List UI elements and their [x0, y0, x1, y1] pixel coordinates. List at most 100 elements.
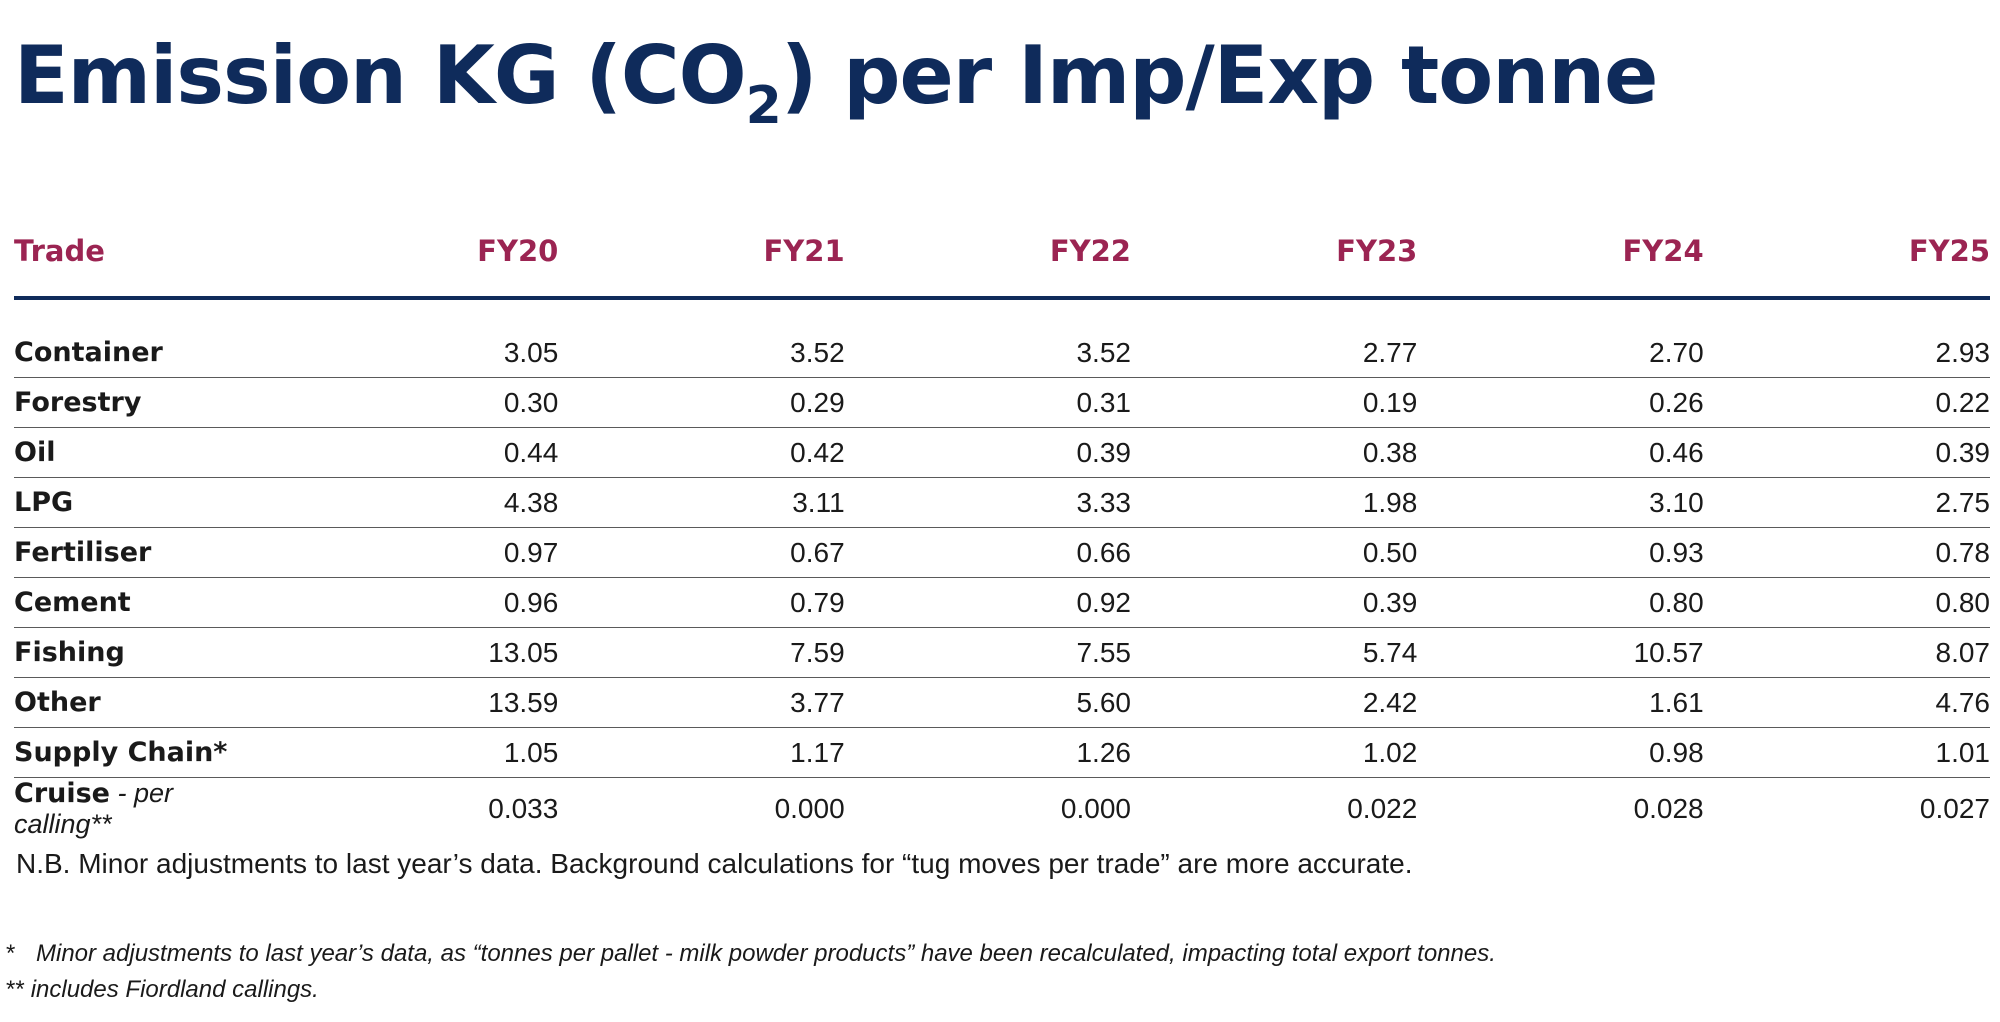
- table-row: Other 13.59 3.77 5.60 2.42 1.61 4.76: [14, 677, 1990, 728]
- value-cell: 4.38: [272, 477, 559, 528]
- value-cell: 0.000: [1060, 793, 1131, 824]
- value-cell: 0.50: [1130, 527, 1418, 578]
- value-cell: 3.05: [272, 328, 559, 378]
- value-cell: 4.76: [1703, 677, 1990, 728]
- value-cell: 3.52: [844, 328, 1131, 378]
- trade-name: Forestry: [14, 387, 142, 418]
- value-cell: 0.31: [844, 377, 1131, 428]
- table-row: Cruise - per calling** 0.033 0.000 0.000 0.0…: [14, 778, 1990, 841]
- trade-note: - per calling**: [14, 778, 174, 839]
- header-row: Trade FY20 FY21 FY22 FY23 FY24 FY25: [14, 212, 1990, 300]
- value-cell: 3.77: [558, 677, 845, 728]
- value-cell: 0.79: [558, 577, 845, 628]
- value-cell: 0.93: [1417, 527, 1704, 578]
- header-fy25: FY25: [1703, 212, 1990, 300]
- trade-name-cell: Fishing: [14, 627, 272, 678]
- trade-name-cell: Other: [14, 677, 272, 728]
- table-row: Fertiliser 0.97 0.67 0.66 0.50 0.93 0.78: [14, 527, 1990, 578]
- trade-name: Other: [14, 687, 101, 718]
- value-cell: 10.57: [1417, 627, 1704, 678]
- trade-name: Container: [14, 337, 163, 368]
- trade-name: Fertiliser: [14, 537, 152, 568]
- value-cell: 1.02: [1130, 727, 1418, 778]
- table-row: LPG 4.38 3.11 3.33 1.98 3.10 2.75: [14, 477, 1990, 528]
- value-cell: 0.46: [1417, 427, 1704, 478]
- value-cell: 2.42: [1130, 677, 1418, 728]
- title-suffix: ) per Imp/Exp tonne: [780, 29, 1659, 122]
- value-cell: 2.93: [1703, 328, 1990, 378]
- value-cell: 0.38: [1130, 427, 1418, 478]
- value-cell: 1.01: [1703, 727, 1990, 778]
- value-cell: 7.55: [844, 627, 1131, 678]
- trade-name-cell: Container: [14, 328, 272, 378]
- value-cell: 0.022: [1347, 793, 1418, 824]
- trade-name-cell: Fertiliser: [14, 527, 272, 578]
- value-cell: 0.78: [1703, 527, 1990, 578]
- value-cell: 8.07: [1703, 627, 1990, 678]
- trade-name: Supply Chain*: [14, 737, 228, 768]
- header-trade: Trade: [14, 212, 272, 300]
- nb-note: N.B. Minor adjustments to last year’s da…: [16, 848, 1413, 879]
- value-cell: 0.39: [1130, 577, 1418, 628]
- value-cell: 0.027: [1919, 793, 1990, 824]
- emissions-table: Trade FY20 FY21 FY22 FY23 FY24 FY25 Cont…: [14, 212, 1990, 840]
- trade-name-cell: Forestry: [14, 377, 272, 428]
- value-cell: 7.59: [558, 627, 845, 678]
- footnote-2-text: includes Fiordland callings.: [30, 976, 319, 1003]
- value-cell: 0.028: [1633, 793, 1704, 824]
- value-cell: 0.96: [272, 577, 559, 628]
- value-cell: 0.39: [1703, 427, 1990, 478]
- header-fy21: FY21: [558, 212, 845, 300]
- trade-name: Oil: [14, 437, 56, 468]
- trade-name-cell: Supply Chain*: [14, 727, 272, 778]
- value-cell: 0.42: [558, 427, 845, 478]
- value-cell: 3.33: [844, 477, 1131, 528]
- table-row: Fishing 13.05 7.59 7.55 5.74 10.57 8.07: [14, 627, 1990, 678]
- trade-name-cell: Oil: [14, 427, 272, 478]
- trade-name-cell: LPG: [14, 477, 272, 528]
- value-cell: 0.033: [488, 793, 559, 824]
- trade-name-cell: Cruise - per calling**: [14, 778, 272, 841]
- trade-name: Cement: [14, 587, 131, 618]
- header-fy20: FY20: [272, 212, 559, 300]
- page-title: Emission KG (CO2) per Imp/Exp tonne: [14, 26, 1659, 132]
- trade-name-cell: Cement: [14, 577, 272, 628]
- value-cell: 0.44: [272, 427, 559, 478]
- value-cell: 13.05: [272, 627, 559, 678]
- value-cell: 0.30: [272, 377, 559, 428]
- trade-name: Cruise: [14, 778, 110, 809]
- value-cell: 0.66: [844, 527, 1131, 578]
- value-cell: 5.74: [1130, 627, 1418, 678]
- value-cell: 1.26: [844, 727, 1131, 778]
- trade-name: LPG: [14, 487, 74, 518]
- value-cell: 2.75: [1703, 477, 1990, 528]
- value-cell: 0.98: [1417, 727, 1704, 778]
- value-cell: 0.97: [272, 527, 559, 578]
- value-cell: 2.77: [1130, 328, 1418, 378]
- value-cell: 0.92: [844, 577, 1131, 628]
- value-cell: 1.98: [1130, 477, 1418, 528]
- footnote-1-marker: *: [6, 940, 16, 967]
- value-cell: 3.11: [558, 477, 845, 528]
- value-cell: 0.67: [558, 527, 845, 578]
- table-header: Trade FY20 FY21 FY22 FY23 FY24 FY25: [14, 212, 1990, 300]
- value-cell: 0.19: [1130, 377, 1418, 428]
- table-row: Oil 0.44 0.42 0.39 0.38 0.46 0.39: [14, 427, 1990, 478]
- emissions-table-container: Trade FY20 FY21 FY22 FY23 FY24 FY25 Cont…: [14, 212, 1990, 840]
- value-cell: 0.80: [1417, 577, 1704, 628]
- value-cell: 1.05: [272, 727, 559, 778]
- value-cell: 0.22: [1703, 377, 1990, 428]
- table-row: Cement 0.96 0.79 0.92 0.39 0.80 0.80: [14, 577, 1990, 628]
- value-cell: 1.17: [558, 727, 845, 778]
- header-fy23: FY23: [1130, 212, 1418, 300]
- title-prefix: Emission KG (CO: [14, 29, 747, 122]
- value-cell: 5.60: [844, 677, 1131, 728]
- footnote-1: * Minor adjustments to last year’s data, …: [6, 940, 1496, 968]
- header-spacer: [14, 298, 1990, 328]
- value-cell: 0.29: [558, 377, 845, 428]
- value-cell: 0.80: [1703, 577, 1990, 628]
- trade-name: Fishing: [14, 637, 125, 668]
- footnote-2: ** includes Fiordland callings.: [6, 976, 319, 1004]
- table-row: Forestry 0.30 0.29 0.31 0.19 0.26 0.22: [14, 377, 1990, 428]
- table-row: Supply Chain* 1.05 1.17 1.26 1.02 0.98 1.01: [14, 727, 1990, 778]
